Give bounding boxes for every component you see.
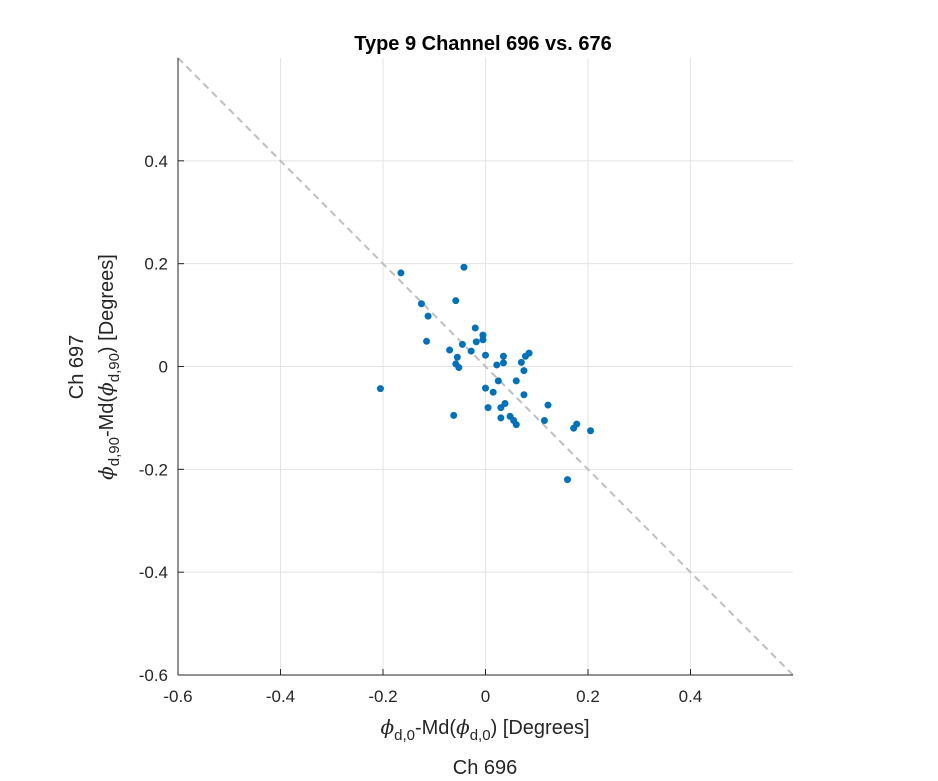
data-point [479,336,487,344]
reference-line [177,57,794,676]
data-point [423,337,431,345]
data-point [570,424,578,432]
chart-title: Type 9 Channel 696 vs. 676 [354,33,612,55]
data-point [482,351,489,359]
y-axis-label-expression: ϕd,90-Md(ϕd,90) [Degrees] [94,254,123,480]
subscript-text: d,0 [394,727,415,744]
x-tick-label: 0.2 [576,687,600,706]
x-tick-label: 0.4 [679,687,703,706]
x-axis-label: ϕd,0-Md(ϕd,0) [Degrees] Ch 696 [380,715,589,779]
y-axis-label-channel: Ch 697 [66,335,88,400]
label-text: ) [Degrees] [491,717,590,739]
data-point [544,401,552,409]
plot-area: -0.6 -0.4 -0.2 0 0.2 0.4 -0.6 -0.4 -0.2 0 0.2 0.4 [139,57,794,706]
x-tick-label: 0 [481,687,490,706]
reference-line-group [177,57,794,676]
subscript-text: d,90 [106,353,123,382]
data-point [471,324,479,332]
data-point [540,416,548,424]
x-tick-label: -0.4 [266,687,295,706]
y-tick-label: 0.2 [144,255,168,274]
y-tick-label: -0.2 [139,460,168,479]
data-point [499,359,507,367]
x-axis-label-expression: ϕd,0-Md(ϕd,0) [Degrees] [380,715,589,744]
y-tick-labels: -0.6 -0.4 -0.2 0 0.2 0.4 [139,152,168,685]
y-tick-label: -0.4 [139,563,168,582]
data-point [376,385,384,393]
phi-symbol: ϕ [94,382,118,396]
x-tick-label: -0.2 [368,687,397,706]
subscript-text: d,90 [106,437,123,466]
data-point [494,377,502,385]
phi-symbol: ϕ [94,466,118,480]
x-tick-label: -0.6 [163,687,192,706]
label-text: -Md( [96,396,118,437]
data-point [497,404,505,412]
data-point [417,300,425,308]
data-point [397,269,405,277]
data-point [517,358,525,366]
data-points [376,263,595,484]
data-point [467,347,475,355]
data-point [521,352,529,360]
label-text: -Md( [415,717,456,739]
data-point [484,404,492,412]
phi-symbol: ϕ [380,715,394,739]
subscript-text: d,0 [470,727,491,744]
x-tick-labels: -0.6 -0.4 -0.2 0 0.2 0.4 [163,687,702,706]
data-point [489,388,497,396]
data-point [512,377,520,385]
data-point [455,364,463,372]
data-point [493,361,501,369]
data-point [453,353,461,361]
data-point [512,421,520,429]
data-point [460,263,468,271]
data-point [458,340,466,348]
data-point [564,476,571,484]
data-point [452,297,460,305]
y-tick-label: 0 [159,358,168,377]
label-text: ) [Degrees] [96,254,118,353]
x-axis-label-channel: Ch 696 [453,757,518,779]
y-tick-label: -0.6 [139,666,168,685]
data-point [446,346,454,354]
data-point [424,312,432,320]
y-axis-label: Ch 697 ϕd,90-Md(ϕd,90) [Degrees] [66,254,123,480]
data-point [472,338,480,346]
y-tick-label: 0.4 [144,152,168,171]
axes-lines [177,58,793,676]
data-point [587,427,595,435]
data-point [450,411,458,419]
phi-symbol: ϕ [456,715,470,739]
data-point [497,414,505,422]
data-point [520,367,528,375]
data-point [499,352,507,360]
data-point [520,391,528,399]
data-point [482,384,489,392]
